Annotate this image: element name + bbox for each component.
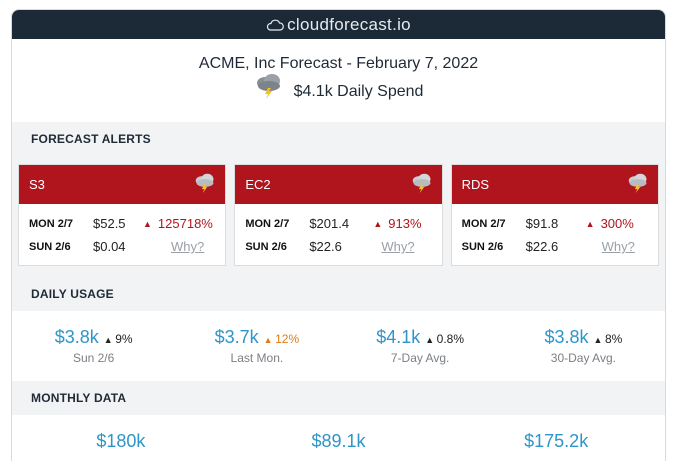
today-row: MON 2/7 $52.5 ▲ 125718% <box>29 212 225 235</box>
usage-label: 30-Day Avg. <box>550 351 616 365</box>
prev-row: SUN 2/6 $22.6 Why? <box>245 235 441 258</box>
today-row: MON 2/7 $201.4 ▲ 913% <box>245 212 441 235</box>
today-row: MON 2/7 $91.8 ▲ 300% <box>462 212 658 235</box>
up-arrow-icon: ▲ <box>585 218 595 229</box>
up-arrow-icon: ▲ <box>103 335 116 345</box>
daily-spend: $4.1k Daily Spend <box>293 82 424 100</box>
monthly-data: $180k $89.1k $175.2k <box>12 415 665 452</box>
forecast-alerts: S3 MON 2/7 $52.5 ▲ 125718% SUN 2/6 $0.04 … <box>12 156 665 267</box>
up-arrow-icon: ▲ <box>373 218 383 229</box>
brand-name: cloudforecast.io <box>287 14 411 34</box>
usage-value: $3.7k <box>214 327 259 347</box>
email-frame: cloudforecast.io ACME, Inc Forecast - Fe… <box>11 9 666 461</box>
prev-amount: $22.6 <box>525 239 559 254</box>
alert-card-s3: S3 MON 2/7 $52.5 ▲ 125718% SUN 2/6 $0.04 … <box>18 164 227 266</box>
storm-cloud-icon <box>626 173 650 196</box>
alert-card-header: S3 <box>19 165 226 204</box>
why-link[interactable]: Why? <box>381 239 415 254</box>
usage-delta-value: 9% <box>115 332 133 346</box>
today-amount: $91.8 <box>525 216 559 231</box>
forecast-header: ACME, Inc Forecast - February 7, 2022 $4… <box>12 39 665 122</box>
up-arrow-icon: ▲ <box>263 335 276 345</box>
today-label: MON 2/7 <box>29 217 74 230</box>
prev-label: SUN 2/6 <box>29 240 71 253</box>
usage-delta-value: 8% <box>604 332 623 346</box>
prev-label: SUN 2/6 <box>461 240 504 253</box>
up-arrow-icon: ▲ <box>593 335 605 345</box>
why-link[interactable]: Why? <box>601 239 635 254</box>
usage-label: Sun 2/6 <box>72 351 115 365</box>
today-amount: $52.5 <box>93 216 126 231</box>
change-value: 125718% <box>157 216 213 231</box>
usage-stat: $3.8k ▲ 8% 30-Day Avg. <box>502 327 665 381</box>
today-label: MON 2/7 <box>461 217 506 230</box>
service-name: EC2 <box>245 177 271 192</box>
alert-card-header: EC2 <box>235 165 442 204</box>
daily-usage-heading: DAILY USAGE <box>12 277 665 311</box>
change: ▲ 913% <box>373 216 421 231</box>
monthly-data-heading: MONTHLY DATA <box>12 381 665 415</box>
prev-row: SUN 2/6 $0.04 Why? <box>29 235 225 258</box>
prev-label: SUN 2/6 <box>245 240 287 253</box>
usage-label: Last Mon. <box>230 351 284 365</box>
divider <box>12 267 665 277</box>
alert-card-header: RDS <box>451 165 658 204</box>
change: ▲ 125718% <box>143 216 213 231</box>
page-title: ACME, Inc Forecast - February 7, 2022 <box>198 55 479 72</box>
monthly-value: $180k <box>96 431 146 451</box>
monthly-value: $89.1k <box>311 431 366 451</box>
usage-stat: $4.1k ▲ 0.8% 7-Day Avg. <box>339 327 502 381</box>
forecast-alerts-heading: FORECAST ALERTS <box>12 122 665 156</box>
alert-card-rds: RDS MON 2/7 $91.8 ▲ 300% SUN 2/6 $22.6 Wh… <box>450 164 659 266</box>
usage-delta: ▲ 8% <box>594 332 623 346</box>
usage-delta-value: 0.8% <box>436 332 465 346</box>
usage-stat: $3.8k ▲ 9% Sun 2/6 <box>12 327 175 381</box>
usage-delta-value: 12% <box>275 332 300 346</box>
daily-usage: $3.8k ▲ 9% Sun 2/6 $3.7k ▲ 12% Last Mon. $… <box>12 311 665 381</box>
cloud-logo-icon <box>266 19 284 31</box>
usage-delta: ▲ 0.8% <box>425 332 464 346</box>
storm-cloud-icon <box>193 173 217 196</box>
why-link[interactable]: Why? <box>171 239 205 254</box>
change-value: 300% <box>600 216 634 231</box>
storm-cloud-icon <box>410 173 434 196</box>
service-name: RDS <box>461 177 490 192</box>
today-amount: $201.4 <box>309 216 350 231</box>
storm-cloud-icon <box>254 73 284 104</box>
usage-value: $3.8k <box>544 327 589 347</box>
change: ▲ 300% <box>586 216 634 231</box>
prev-amount: $0.04 <box>93 239 126 254</box>
today-label: MON 2/7 <box>245 217 290 230</box>
usage-delta: ▲ 12% <box>264 332 299 346</box>
usage-value: $3.8k <box>54 327 99 347</box>
usage-delta: ▲ 9% <box>104 332 133 346</box>
prev-amount: $22.6 <box>309 239 342 254</box>
up-arrow-icon: ▲ <box>425 335 437 345</box>
daily-spend-row: $4.1k Daily Spend <box>12 74 665 104</box>
usage-label: 7-Day Avg. <box>390 351 450 365</box>
prev-row: SUN 2/6 $22.6 Why? <box>462 235 658 258</box>
up-arrow-icon: ▲ <box>143 218 152 229</box>
usage-stat: $3.7k ▲ 12% Last Mon. <box>175 327 338 381</box>
service-name: S3 <box>29 177 45 192</box>
change-value: 913% <box>388 216 422 231</box>
alert-card-ec2: EC2 MON 2/7 $201.4 ▲ 913% SUN 2/6 $22.6 W… <box>234 164 443 266</box>
monthly-value: $175.2k <box>524 431 589 451</box>
brand-bar: cloudforecast.io <box>12 10 665 39</box>
usage-value: $4.1k <box>376 327 421 347</box>
